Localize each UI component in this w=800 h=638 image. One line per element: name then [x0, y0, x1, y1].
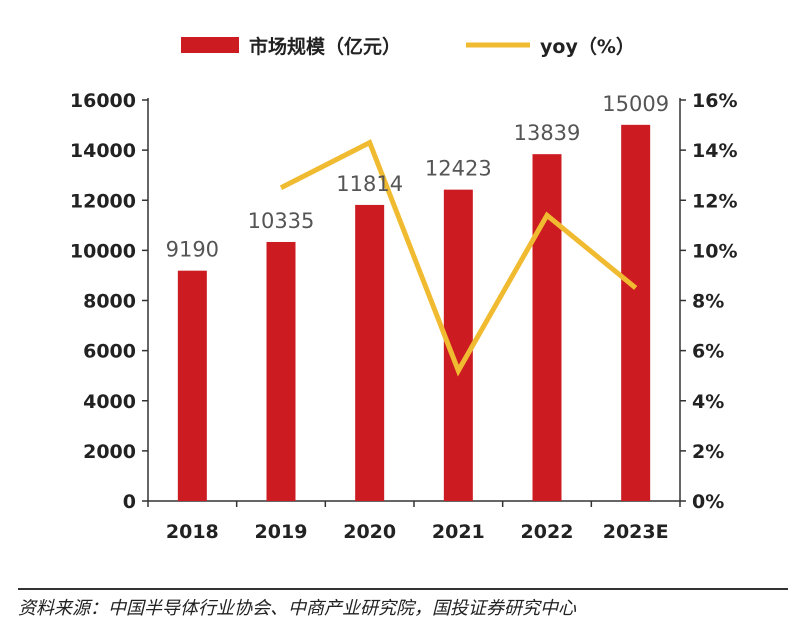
right-tick-label: 6%	[692, 341, 724, 363]
left-tick-label: 6000	[83, 341, 136, 363]
bar-value-label: 13839	[514, 121, 581, 145]
left-tick-label: 8000	[83, 291, 136, 313]
right-tick-label: 0%	[692, 491, 724, 513]
bar-series	[177, 124, 651, 501]
source-note: 资料来源：中国半导体行业协会、中商产业研究院，国投证券研究中心	[18, 588, 788, 620]
left-tick-label: 16000	[70, 90, 136, 112]
bar	[177, 270, 207, 501]
legend-bar-swatch	[181, 37, 239, 53]
axes: 0 2000 4000 6000 8000 10000 12000 14000 16000 0% 2…	[70, 90, 738, 543]
legend: 市场规模（亿元） yoy（%）	[181, 35, 635, 58]
right-tick-label: 12%	[692, 190, 737, 212]
x-tick-label: 2018	[166, 521, 219, 543]
legend-line-label: yoy（%）	[540, 35, 635, 58]
x-tick-label: 2022	[521, 521, 574, 543]
bar	[266, 241, 296, 501]
right-tick-label: 14%	[692, 140, 737, 162]
data-labels: 9190 10335 11814 12423 13839 15009	[166, 92, 669, 262]
right-tick-label: 16%	[692, 90, 737, 112]
right-tick-label: 4%	[692, 391, 724, 413]
chart: 市场规模（亿元） yoy（%） 0 2000 4000 6000 8000 10000 120…	[70, 35, 738, 543]
x-tick-label: 2020	[343, 521, 396, 543]
x-tick-label: 2023E	[603, 521, 669, 543]
bar-value-label: 15009	[602, 92, 669, 116]
bar-value-label: 11814	[336, 172, 403, 196]
right-tick-label: 2%	[692, 441, 724, 463]
bar	[355, 204, 385, 501]
bar-value-label: 9190	[166, 238, 219, 262]
left-tick-label: 4000	[83, 391, 136, 413]
left-tick-label: 12000	[70, 190, 136, 212]
bar-value-label: 10335	[248, 209, 315, 233]
left-tick-label: 14000	[70, 140, 136, 162]
bar-value-label: 12423	[425, 157, 492, 181]
x-tick-label: 2019	[255, 521, 308, 543]
bar	[621, 124, 651, 501]
bar	[532, 154, 562, 501]
legend-bar-label: 市场规模（亿元）	[249, 35, 401, 58]
line-series	[279, 139, 638, 377]
right-tick-label: 10%	[692, 240, 737, 262]
left-tick-label: 2000	[83, 441, 136, 463]
right-tick-label: 8%	[692, 291, 724, 313]
left-tick-label: 10000	[70, 240, 136, 262]
x-tick-label: 2021	[432, 521, 485, 543]
left-tick-label: 0	[123, 491, 136, 513]
